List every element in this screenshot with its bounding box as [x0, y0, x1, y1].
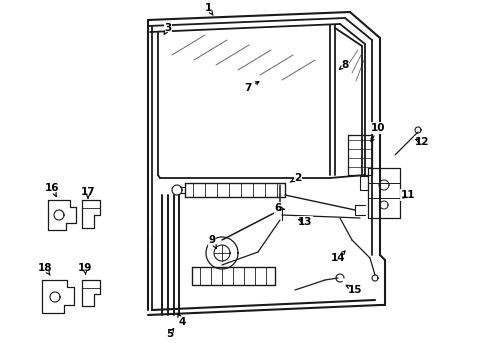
Text: 8: 8: [342, 60, 348, 70]
Text: 12: 12: [415, 137, 429, 147]
Text: 7: 7: [245, 83, 252, 93]
Text: 17: 17: [81, 187, 96, 197]
Text: 18: 18: [38, 263, 52, 273]
Text: 6: 6: [274, 203, 282, 213]
Text: 5: 5: [167, 329, 173, 339]
Text: 15: 15: [348, 285, 362, 295]
Text: 2: 2: [294, 173, 302, 183]
Text: 19: 19: [78, 263, 92, 273]
Text: 11: 11: [401, 190, 415, 200]
Text: 14: 14: [331, 253, 345, 263]
Text: 4: 4: [178, 317, 186, 327]
Text: 13: 13: [298, 217, 312, 227]
Text: 9: 9: [208, 235, 216, 245]
Text: 3: 3: [164, 23, 171, 33]
Text: 10: 10: [371, 123, 385, 133]
Text: 16: 16: [45, 183, 59, 193]
Text: 1: 1: [204, 3, 212, 13]
